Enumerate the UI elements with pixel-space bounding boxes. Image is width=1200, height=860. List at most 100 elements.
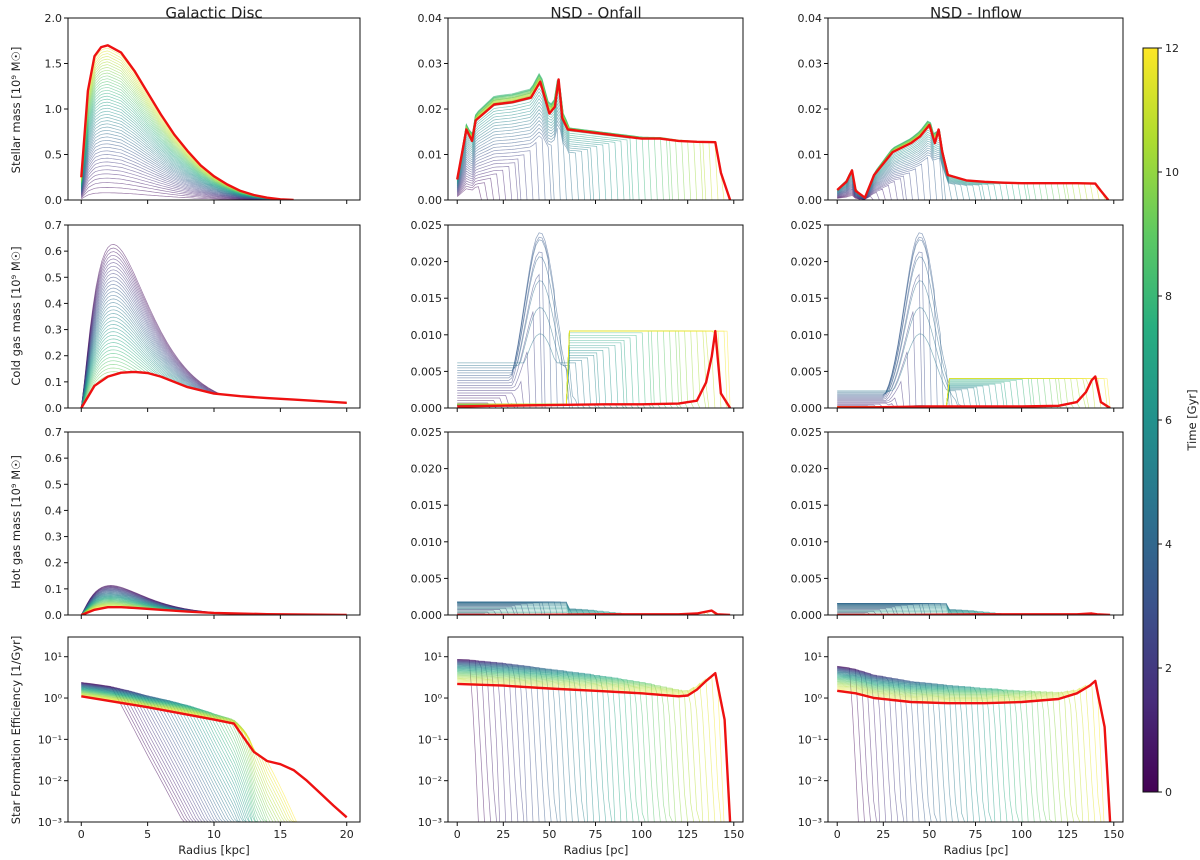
panels: 0.00.51.01.52.00.000.010.020.030.040.000… <box>38 12 1125 841</box>
colorbar-tick-label: 2 <box>1165 662 1172 675</box>
column-title-nsd-inflow: NSD - Inflow <box>930 4 1022 22</box>
panel-sfe-nsd-onfall-xtick-label: 100 <box>631 828 652 841</box>
panel-sfe-nsd-onfall-xtick-label: 0 <box>454 828 461 841</box>
panel-sfe-nsd-onfall-time-curve <box>457 674 731 822</box>
panel-cold-gas-nsd-inflow-time-curve <box>837 256 1111 408</box>
panel-sfe-galactic-disc-time-curve <box>81 692 347 822</box>
panel-cold-gas-nsd-onfall-time-curve <box>457 351 731 408</box>
panel-stellar-nsd-inflow-time-curve <box>837 149 1109 200</box>
panel-sfe-nsd-onfall-time-curve <box>457 666 731 822</box>
panel-hot-gas-nsd-inflow-time-curve <box>837 609 1111 615</box>
panel-hot-gas-galactic-disc-ytick-label: 0.3 <box>45 531 63 544</box>
panel-cold-gas-nsd-inflow-time-curve <box>837 311 1111 408</box>
panel-stellar-nsd-onfall-time-curve <box>456 105 731 200</box>
panel-sfe-nsd-inflow-time-curve <box>837 668 1111 822</box>
panel-sfe-nsd-onfall-time-curve <box>457 672 731 822</box>
panel-cold-gas-nsd-inflow-ytick-label: 0.010 <box>791 329 823 342</box>
panel-cold-gas-nsd-onfall-time-curve <box>457 236 731 408</box>
panel-stellar-nsd-onfall-time-curve <box>456 98 731 200</box>
panel-cold-gas-nsd-inflow-time-curve <box>837 402 1111 408</box>
panel-sfe-nsd-inflow-time-curve <box>837 671 1111 822</box>
panel-cold-gas-nsd-onfall-time-curve <box>457 330 731 408</box>
panel-sfe-nsd-inflow-ytick-label: 10⁻³ <box>798 816 822 829</box>
panel-hot-gas-nsd-onfall-ytick-label: 0.000 <box>411 609 443 622</box>
panel-hot-gas-nsd-onfall-time-curve <box>457 610 731 615</box>
panel-sfe-galactic-disc-time-curve <box>81 692 347 822</box>
panel-stellar-galactic-disc: 0.0 0.5 1.0 1.5 2.0 <box>45 12 361 207</box>
panel-sfe-nsd-inflow-xtick-label: 25 <box>876 828 890 841</box>
panel-cold-gas-galactic-disc-ytick-label: 0.0 <box>45 402 63 415</box>
panel-sfe-galactic-disc-time-curve <box>81 691 347 822</box>
panel-hot-gas-nsd-inflow-ytick-label: 0.015 <box>791 499 823 512</box>
panel-sfe-nsd-onfall-time-curve <box>457 663 731 822</box>
panel-stellar-nsd-onfall-ytick-label: 0.03 <box>418 58 443 71</box>
panel-cold-gas-galactic-disc-ytick-label: 0.5 <box>45 271 63 284</box>
panel-stellar-nsd-onfall-ytick-label: 0.04 <box>418 12 443 25</box>
panel-stellar-galactic-disc-final-curve <box>80 44 294 200</box>
panel-sfe-nsd-inflow-time-curve <box>837 672 1111 822</box>
panel-hot-gas-galactic-disc-ytick-label: 0.2 <box>45 557 63 570</box>
colorbar-tick-label: 0 <box>1165 786 1172 799</box>
panel-sfe-nsd-onfall-time-curve <box>457 667 731 822</box>
panel-hot-gas-nsd-onfall-ytick-label: 0.015 <box>411 499 443 512</box>
panel-sfe-nsd-inflow-time-curve <box>837 670 1111 822</box>
panel-stellar-nsd-inflow-time-curve <box>837 145 1109 200</box>
ylabel-stellar-mass: Stellar mass [10⁹ M☉] <box>9 47 23 174</box>
panel-stellar-nsd-onfall-time-curve <box>456 150 731 200</box>
panel-sfe-nsd-onfall-time-curve <box>457 673 731 822</box>
panel-sfe-nsd-inflow-time-curve <box>837 672 1111 822</box>
panel-sfe-nsd-inflow-time-curve <box>837 686 1111 822</box>
panel-stellar-nsd-onfall-time-curve <box>456 108 731 200</box>
panel-stellar-nsd-onfall-time-curve <box>456 158 731 200</box>
panel-cold-gas-nsd-inflow-time-curve <box>837 333 1111 408</box>
panel-hot-gas-nsd-inflow-time-curve <box>837 608 1111 615</box>
panel-stellar-nsd-inflow-ytick-label: 0.02 <box>798 103 823 116</box>
panel-sfe-nsd-inflow-time-curve <box>837 673 1111 822</box>
panel-sfe-nsd-onfall-time-curve <box>457 679 731 822</box>
panel-sfe-galactic-disc-ytick-label: 10⁰ <box>44 692 63 705</box>
panel-hot-gas-nsd-onfall-ytick-label: 0.005 <box>411 572 443 585</box>
panel-sfe-nsd-onfall-time-curve <box>457 675 731 822</box>
panel-sfe-nsd-inflow-ytick-label: 10⁻¹ <box>798 733 822 746</box>
panel-sfe-galactic-disc: 0 5 10 15 20 10⁻³ 10⁻² 10⁻¹ 10⁰ 10¹ <box>38 636 361 841</box>
panel-sfe-nsd-inflow-time-curve <box>837 673 1111 822</box>
panel-stellar-nsd-inflow-time-curve <box>836 136 1109 200</box>
panel-stellar-nsd-onfall: 0.00 0.01 0.02 0.03 0.04 <box>418 12 744 207</box>
panel-sfe-nsd-onfall-xtick-label: 125 <box>677 828 698 841</box>
panel-cold-gas-nsd-onfall-ytick-label: 0.015 <box>411 292 443 305</box>
panel-sfe-galactic-disc-time-curve <box>81 682 347 822</box>
panel-hot-gas-nsd-inflow-time-curve <box>837 605 1111 615</box>
panel-sfe-galactic-disc-time-curve <box>81 693 347 822</box>
panel-sfe-nsd-onfall-time-curve <box>457 670 731 822</box>
panel-cold-gas-nsd-onfall-ytick-label: 0.010 <box>411 329 443 342</box>
panel-cold-gas-nsd-onfall-final-curve <box>457 329 732 408</box>
panel-sfe-nsd-onfall-time-curve <box>457 662 731 822</box>
panel-hot-gas-galactic-disc-ytick-label: 0.1 <box>45 583 63 596</box>
panel-sfe-galactic-disc-xtick-label: 20 <box>340 828 354 841</box>
panel-sfe-galactic-disc-final-curve <box>81 695 348 819</box>
column-title-galactic-disc: Galactic Disc <box>165 4 262 22</box>
panel-stellar-nsd-inflow-time-curve <box>837 154 1109 200</box>
panel-stellar-nsd-onfall-time-curve <box>456 87 731 200</box>
panel-sfe-nsd-onfall-xtick-label: 75 <box>589 828 603 841</box>
panel-cold-gas-nsd-inflow-time-curve <box>837 380 1111 408</box>
panel-stellar-nsd-onfall-time-curve <box>456 94 731 200</box>
panel-hot-gas-galactic-disc-ytick-label: 0.0 <box>45 609 63 622</box>
panel-stellar-nsd-inflow-time-curve <box>836 142 1109 200</box>
panel-hot-gas-nsd-inflow: 0.000 0.005 0.010 0.015 0.020 0.025 <box>791 426 1124 622</box>
panel-sfe-nsd-inflow-time-curve <box>837 687 1111 822</box>
colorbar-tick-label: 4 <box>1165 538 1172 551</box>
panel-sfe-galactic-disc-time-curves <box>81 682 347 822</box>
panel-hot-gas-nsd-onfall-time-curve <box>457 605 731 615</box>
panel-stellar-nsd-onfall-time-curve <box>456 116 731 200</box>
panel-sfe-nsd-inflow-time-curve <box>837 675 1111 822</box>
panel-hot-gas-nsd-inflow-ytick-label: 0.005 <box>791 572 823 585</box>
panel-hot-gas-nsd-onfall-time-curve <box>457 604 731 615</box>
panel-cold-gas-nsd-inflow-time-curve <box>837 280 1111 408</box>
panel-stellar-nsd-inflow-ytick-label: 0.04 <box>798 12 823 25</box>
panel-sfe-nsd-onfall-xtick-label: 50 <box>542 828 556 841</box>
panel-cold-gas-nsd-inflow-time-curve <box>837 397 1111 408</box>
panel-sfe-nsd-inflow-xtick-label: 100 <box>1011 828 1032 841</box>
panel-sfe-nsd-inflow-time-curve <box>837 680 1111 822</box>
